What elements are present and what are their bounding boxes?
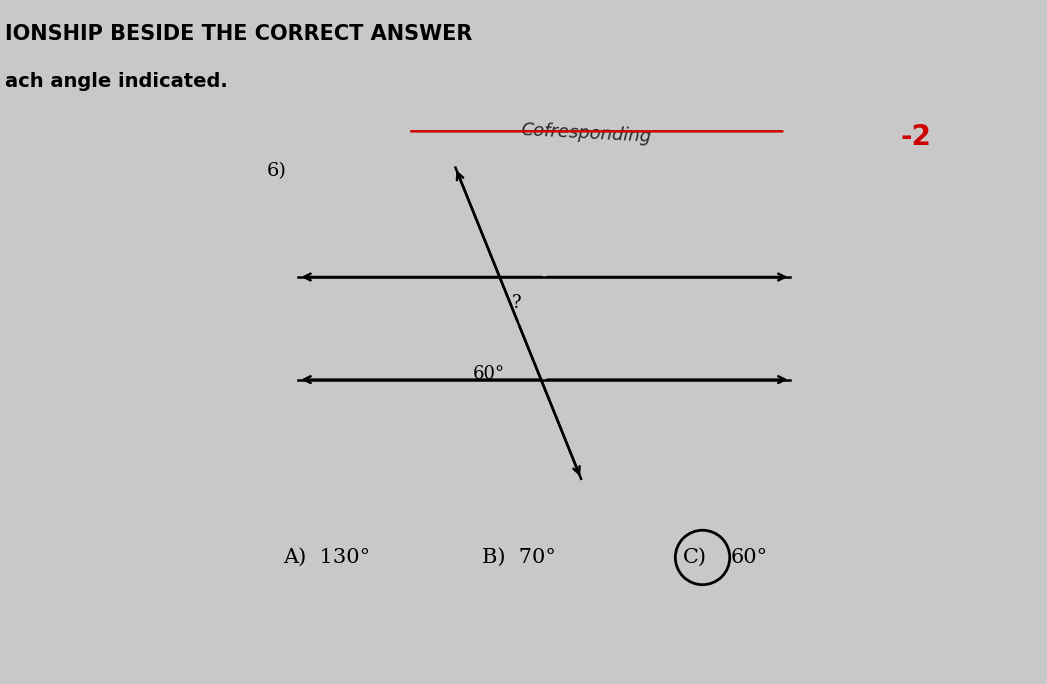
Text: 6): 6)	[267, 162, 287, 180]
Text: ?: ?	[512, 294, 521, 312]
Text: -2: -2	[900, 123, 932, 150]
Text: A)  130°: A) 130°	[283, 548, 370, 567]
Text: 60°: 60°	[473, 365, 505, 383]
Text: B)  70°: B) 70°	[482, 548, 556, 567]
Text: Cofresponding: Cofresponding	[520, 121, 652, 146]
Text: C): C)	[683, 548, 707, 567]
Text: ach angle indicated.: ach angle indicated.	[5, 72, 228, 91]
Text: 60°: 60°	[731, 548, 767, 567]
Text: IONSHIP BESIDE THE CORRECT ANSWER: IONSHIP BESIDE THE CORRECT ANSWER	[5, 24, 472, 44]
